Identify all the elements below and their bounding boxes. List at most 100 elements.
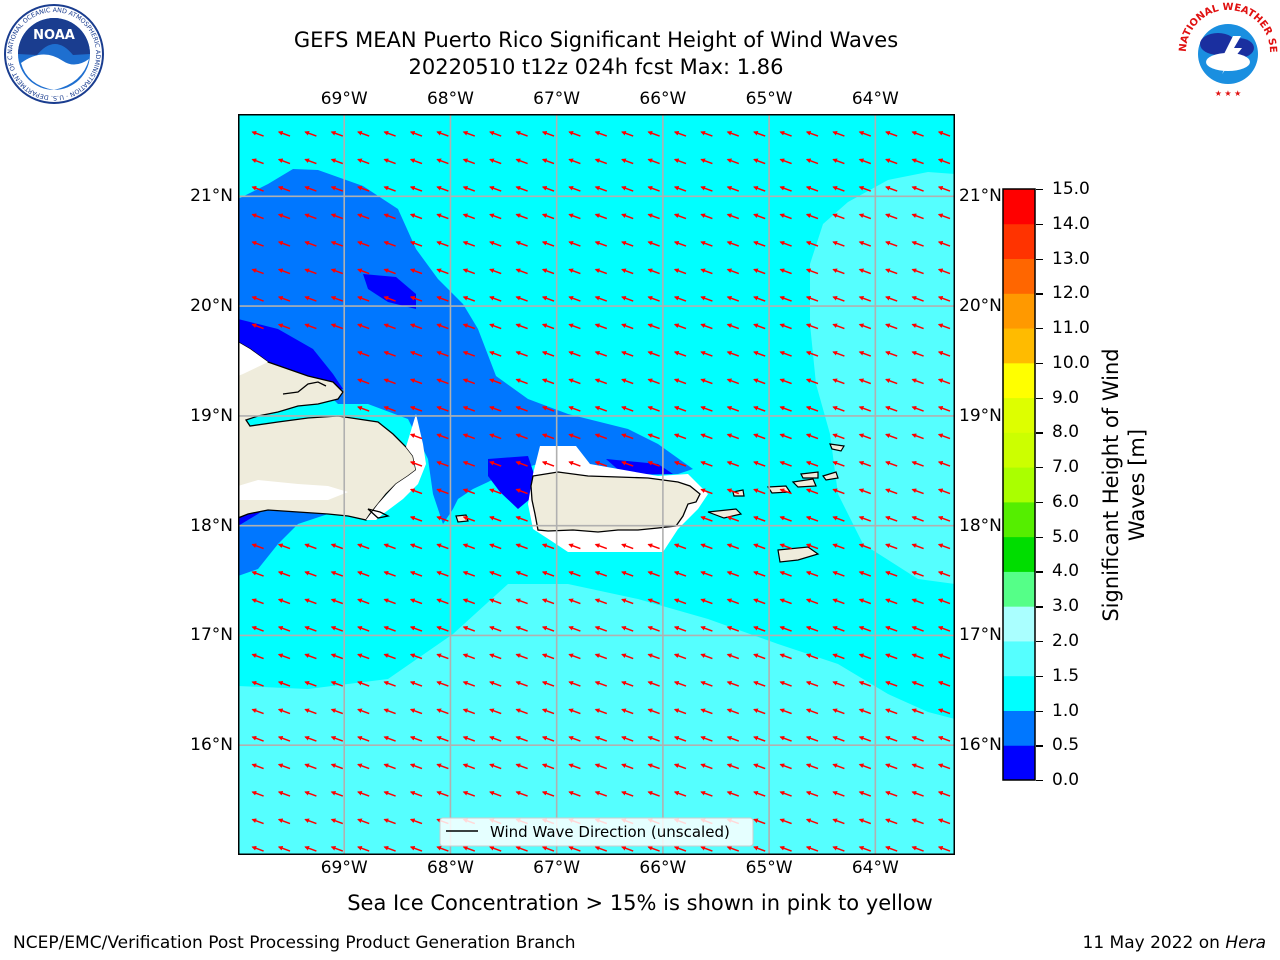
wind-arrow bbox=[937, 653, 951, 660]
map-legend: Wind Wave Direction (unscaled) bbox=[439, 817, 754, 847]
colorbar-tick bbox=[1036, 258, 1043, 260]
wind-arrow bbox=[568, 241, 581, 247]
wind-arrow bbox=[621, 846, 634, 852]
wind-arrow bbox=[541, 791, 555, 797]
wind-arrow bbox=[647, 571, 660, 577]
wind-arrow bbox=[647, 213, 660, 220]
wind-arrow bbox=[436, 846, 449, 852]
wind-arrow bbox=[911, 213, 924, 220]
wind-arrow bbox=[753, 213, 766, 220]
wind-arrow bbox=[726, 378, 740, 385]
wind-arrow bbox=[700, 626, 713, 632]
wind-arrow bbox=[568, 268, 581, 275]
wind-arrow bbox=[621, 681, 634, 687]
wind-arrow bbox=[726, 653, 740, 660]
wind-arrow bbox=[409, 213, 423, 220]
lon-label-top: 66°W bbox=[639, 89, 687, 109]
wind-arrow bbox=[885, 818, 898, 825]
wind-arrow bbox=[541, 543, 555, 550]
wind-arrow bbox=[647, 131, 660, 137]
lat-label-right: 19°N bbox=[959, 405, 1002, 426]
wind-arrow bbox=[647, 378, 660, 385]
wind-arrow bbox=[568, 158, 581, 165]
wind-arrow bbox=[251, 543, 264, 550]
footer-date-text: 11 May 2022 on bbox=[1082, 933, 1226, 953]
wind-arrow bbox=[805, 598, 819, 605]
wind-arrow bbox=[383, 736, 396, 742]
wind-arrow bbox=[594, 681, 608, 687]
wind-arrow bbox=[330, 791, 344, 797]
colorbar-tick bbox=[1036, 328, 1043, 330]
wind-arrow bbox=[541, 186, 555, 192]
wind-arrow bbox=[409, 241, 423, 247]
wind-arrow bbox=[277, 681, 291, 687]
wind-arrow bbox=[726, 241, 740, 247]
wind-arrow bbox=[277, 296, 291, 302]
colorbar-tick bbox=[1036, 467, 1043, 469]
wind-arrow bbox=[858, 241, 872, 247]
wind-arrow bbox=[726, 763, 740, 770]
wind-arrow bbox=[647, 791, 660, 797]
wind-arrow bbox=[541, 378, 555, 385]
wind-arrow bbox=[673, 846, 687, 852]
wind-arrow bbox=[515, 708, 528, 715]
colorbar-tick bbox=[1036, 397, 1043, 399]
wind-arrow bbox=[541, 323, 555, 330]
colorbar-tick bbox=[1036, 189, 1043, 191]
wind-arrow bbox=[858, 736, 872, 742]
wind-arrow bbox=[937, 516, 951, 522]
wind-arrow bbox=[541, 351, 555, 357]
wind-arrow bbox=[832, 158, 845, 165]
wind-arrow bbox=[357, 406, 370, 412]
wind-arrow bbox=[885, 268, 898, 275]
wind-arrow bbox=[489, 461, 502, 467]
wind-arrow bbox=[647, 268, 660, 275]
wind-arrow bbox=[383, 681, 396, 687]
lon-label-top: 65°W bbox=[745, 89, 793, 109]
wind-arrow bbox=[779, 543, 792, 550]
wind-arrow bbox=[594, 736, 608, 742]
wind-arrow bbox=[436, 653, 449, 660]
wind-arrow bbox=[304, 543, 317, 550]
wind-arrow bbox=[541, 213, 555, 220]
wind-arrow bbox=[753, 351, 766, 357]
wind-arrow bbox=[779, 461, 792, 467]
colorbar-bin bbox=[1003, 745, 1035, 781]
wind-arrow bbox=[462, 763, 476, 770]
wind-arrow bbox=[673, 186, 687, 192]
lat-label-right: 17°N bbox=[959, 625, 1002, 646]
wind-arrow bbox=[937, 268, 951, 275]
wind-arrow bbox=[832, 323, 845, 330]
wind-arrow bbox=[277, 763, 291, 770]
wind-arrow bbox=[383, 543, 396, 550]
wind-arrow bbox=[251, 763, 264, 770]
lat-label-left: 19°N bbox=[190, 405, 233, 426]
wind-arrow bbox=[673, 543, 687, 550]
wind-arrow bbox=[753, 791, 766, 797]
wind-arrow bbox=[779, 158, 792, 165]
wind-arrow bbox=[700, 406, 713, 412]
wind-arrow bbox=[832, 708, 845, 715]
wind-arrow bbox=[805, 763, 819, 770]
wind-arrow bbox=[304, 626, 317, 632]
wind-arrow bbox=[700, 516, 713, 522]
colorbar-tick bbox=[1036, 536, 1043, 538]
wind-arrow bbox=[568, 626, 581, 632]
wind-arrow bbox=[541, 268, 555, 275]
wind-arrow bbox=[515, 791, 528, 797]
wind-arrow bbox=[462, 323, 476, 330]
wind-arrow bbox=[858, 406, 872, 412]
wind-arrow bbox=[858, 378, 872, 385]
footer-date: 11 May 2022 on Hera bbox=[1083, 933, 1267, 953]
wind-arrow bbox=[911, 186, 924, 192]
wind-arrow bbox=[673, 323, 687, 330]
wind-arrow bbox=[858, 158, 872, 165]
wind-arrow bbox=[726, 708, 740, 715]
wind-arrow bbox=[911, 571, 924, 577]
wind-arrow bbox=[277, 708, 291, 715]
wind-arrow bbox=[515, 241, 528, 247]
wind-arrow bbox=[805, 488, 819, 495]
wind-arrow bbox=[832, 516, 845, 522]
wind-arrow bbox=[621, 213, 634, 220]
wind-arrow bbox=[726, 158, 740, 165]
